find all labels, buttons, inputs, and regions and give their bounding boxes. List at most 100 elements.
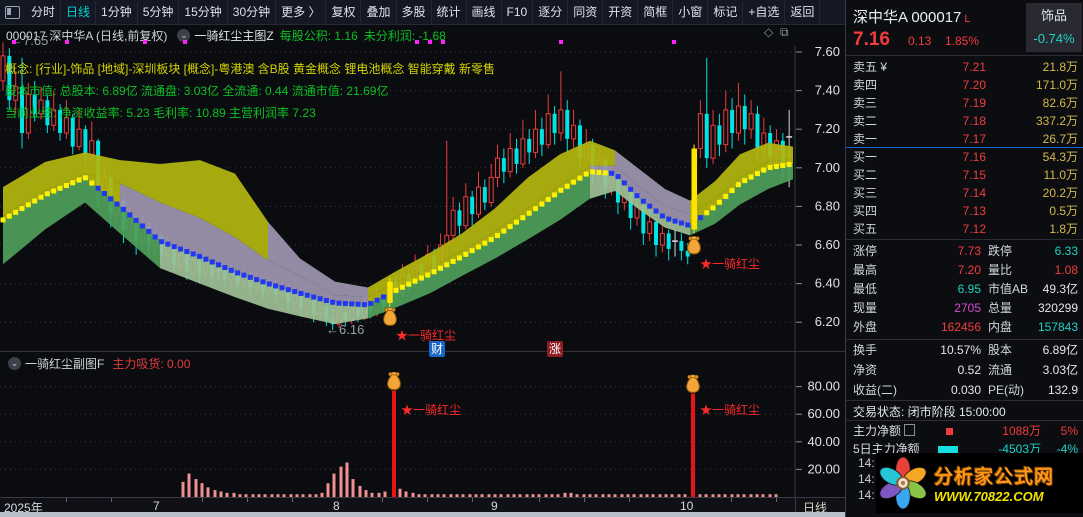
stat-label: 收益(二): [853, 383, 897, 397]
toolbar-action-画线[interactable]: 画线: [467, 0, 502, 24]
stat-value: 157843: [1037, 320, 1078, 334]
orderbook-price: 7.17: [962, 132, 986, 146]
money-bag-icon: [687, 236, 701, 255]
watermark-title: 分析家公式网: [934, 467, 1055, 488]
event-dot: [428, 40, 432, 44]
orderbook-row-买一[interactable]: 买一 7.16 54.3万: [846, 148, 1083, 166]
toolbar-period-1分钟[interactable]: 1分钟: [96, 0, 138, 24]
window-bottom-edge: [0, 512, 1083, 517]
industry-tab-box[interactable]: 饰品 -0.74%: [1026, 3, 1082, 52]
stat-label: 外盘: [853, 320, 878, 334]
toolbar-action-+自选[interactable]: +自选: [743, 0, 786, 24]
orderbook-row-卖四[interactable]: 卖四 7.20 171.0万: [846, 76, 1083, 94]
time-fragment: 14:: [858, 472, 875, 486]
orderbook-row-卖二[interactable]: 卖二 7.18 337.2万: [846, 112, 1083, 130]
event-dot: [143, 40, 147, 44]
main-candlestick-chart[interactable]: 7.60 7.40 7.20 7.00 6.80 6.60 6.40 6.20 ★一骑红尘 ★一骑…: [0, 42, 845, 352]
toolbar-action-返回[interactable]: 返回: [785, 0, 821, 24]
orderbook-row-卖一[interactable]: 卖一 7.17 26.7万: [846, 130, 1083, 148]
toolbar-period-分时[interactable]: 分时: [26, 0, 62, 24]
axis-flag-涨[interactable]: 涨: [547, 341, 563, 357]
stat-value: 162456: [940, 320, 981, 334]
axis-tick: [427, 498, 428, 502]
toolbar-action-统计[interactable]: 统计: [432, 0, 467, 24]
orderbook-price: 7.20: [962, 78, 986, 92]
toolbar-period-15分钟[interactable]: 15分钟: [179, 0, 228, 24]
orderbook-label: 买四: [853, 204, 878, 218]
toolbar-period-日线[interactable]: 日线: [61, 0, 97, 24]
eps-reserve-value: 每股公积: 1.16: [279, 28, 358, 43]
collapse-chevron-icon[interactable]: ⌄: [8, 357, 21, 370]
toolbar-action-多股[interactable]: 多股: [397, 0, 432, 24]
stat-row: 外盘 162456 内盘 157843: [846, 318, 1083, 337]
stat-value: 3.03亿: [1042, 363, 1078, 377]
toolbar-action-复权[interactable]: 复权: [326, 0, 362, 24]
watermark-banner: 分析家公式网 WWW.70822.COM: [876, 453, 1083, 513]
svg-text:20.00: 20.00: [807, 461, 840, 476]
toolbar-action-开资[interactable]: 开资: [603, 0, 639, 24]
flow-pct: -4%: [1056, 442, 1078, 456]
svg-text:80.00: 80.00: [807, 379, 840, 394]
app-window-icon[interactable]: [5, 5, 20, 19]
orderbook-row-买五[interactable]: 买五 7.12 1.8万: [846, 220, 1083, 238]
orderbook-volume: 171.0万: [1035, 78, 1078, 92]
month-label-9: 9: [491, 499, 498, 513]
margin-flag: L: [964, 13, 971, 25]
divider: [846, 55, 1083, 56]
stock-name-text: 深中华A 000017: [853, 9, 962, 26]
collapse-chevron-icon[interactable]: ⌄: [177, 28, 191, 42]
stat-value: 0.52: [957, 363, 981, 377]
toolbar-period-5分钟[interactable]: 5分钟: [138, 0, 180, 24]
doc-list-icon[interactable]: [904, 424, 916, 436]
orderbook-label: 买三: [853, 186, 878, 200]
stat-label: 最高: [853, 263, 878, 277]
orderbook-row-买四[interactable]: 买四 7.13 0.5万: [846, 202, 1083, 220]
x-axis-strip[interactable]: 日线 2025年 7 8 9 10: [0, 497, 845, 515]
stat-label: 量比: [988, 263, 1013, 277]
event-dot: [559, 40, 563, 44]
event-dot: [12, 40, 16, 44]
stat-label: PE(动): [988, 383, 1025, 397]
orderbook-volume: 1.8万: [1049, 222, 1078, 236]
toolbar-action-叠加[interactable]: 叠加: [361, 0, 397, 24]
main-indicator-name[interactable]: 一骑红尘主图Z: [194, 28, 274, 43]
stat-label: 内盘: [988, 320, 1013, 334]
stat-label: 涨停: [853, 244, 878, 258]
toolbar-action-同资[interactable]: 同资: [568, 0, 604, 24]
orderbook-row-卖三[interactable]: 卖三 7.19 82.6万: [846, 94, 1083, 112]
stat-label: 跌停: [988, 244, 1013, 258]
toolbar-action-逐分[interactable]: 逐分: [533, 0, 569, 24]
chart-divider[interactable]: [0, 351, 845, 352]
industry-tab[interactable]: 饰品: [1040, 8, 1067, 23]
axis-flag-财[interactable]: 财: [429, 341, 445, 357]
price-change: 0.13: [908, 34, 932, 48]
axis-tick: [292, 498, 293, 502]
diamond-icon[interactable]: ◇: [764, 25, 774, 39]
orderbook-row-买二[interactable]: 买二 7.15 11.0万: [846, 166, 1083, 184]
toolbar-action-标记[interactable]: 标记: [708, 0, 744, 24]
stat-label: 股本: [988, 343, 1013, 357]
axis-tick: [111, 498, 112, 502]
stat-label: 现量: [853, 301, 878, 315]
orderbook-label: 卖一: [853, 132, 878, 146]
event-dot: [441, 40, 445, 44]
sub-indicator-chart[interactable]: 80.00 60.00 40.00 20.00 ★一骑红尘 ★一骑红尘: [0, 352, 845, 497]
panel-toggle-icon[interactable]: ⧉: [780, 25, 789, 39]
orderbook-label: 买五: [853, 222, 878, 236]
sub-indicator-name[interactable]: 一骑红尘副图F: [25, 357, 105, 371]
toolbar-period-更多 〉[interactable]: 更多 〉: [276, 0, 327, 24]
orderbook-label: 买二: [853, 168, 878, 182]
signal-label: ★一骑红尘: [700, 256, 760, 271]
axis-tick: [472, 498, 473, 502]
svg-text:40.00: 40.00: [807, 434, 840, 449]
toolbar-action-小窗[interactable]: 小窗: [673, 0, 709, 24]
orderbook-row-买三[interactable]: 买三 7.14 20.2万: [846, 184, 1083, 202]
money-bag-icon: [387, 371, 401, 391]
stat-value: 10.57%: [940, 343, 981, 357]
orderbook-row-卖五 ¥[interactable]: 卖五 ¥ 7.21 21.8万: [846, 58, 1083, 76]
performance-info-line: 当前业绩: 净资收益率: 5.23 毛利率: 10.89 主营利润率 7.23: [5, 106, 316, 120]
toolbar-action-简框[interactable]: 简框: [638, 0, 674, 24]
toolbar-action-F10[interactable]: F10: [502, 0, 534, 24]
toolbar-period-30分钟[interactable]: 30分钟: [228, 0, 277, 24]
flow-pct: 5%: [1060, 424, 1078, 438]
